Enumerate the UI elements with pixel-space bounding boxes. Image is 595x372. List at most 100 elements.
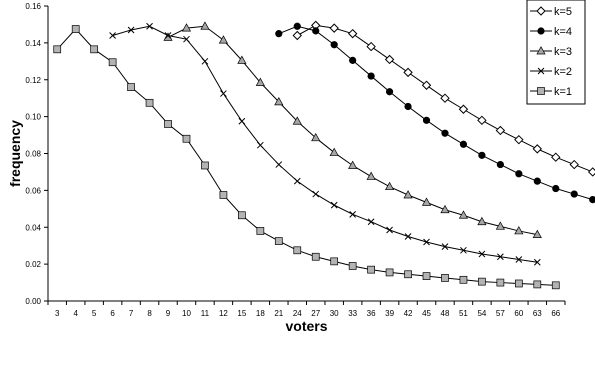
data-point-k-5 [551, 152, 561, 162]
y-tick-label: 0.14 [25, 39, 41, 48]
x-tick-label: 6 [110, 309, 115, 318]
data-point-k-3 [421, 197, 432, 206]
data-point-k-3 [163, 32, 173, 41]
data-point-k-1 [551, 281, 560, 290]
y-tick-label: 0.06 [25, 186, 41, 195]
data-point-k-4 [589, 195, 595, 204]
data-point-k-2 [312, 190, 320, 198]
data-point-k-5 [366, 41, 376, 52]
data-point-k-1 [478, 277, 486, 286]
legend-item-k-5: k=5 [530, 6, 572, 18]
data-point-k-2 [275, 161, 283, 168]
data-point-k-3 [366, 171, 376, 180]
data-point-k-1 [311, 252, 320, 261]
data-point-k-1 [330, 257, 339, 266]
data-point-k-4 [385, 88, 394, 96]
data-point-k-1 [404, 270, 412, 279]
series-k-4 [275, 22, 595, 204]
data-point-k-1 [238, 211, 246, 220]
data-point-k-1 [127, 83, 135, 91]
data-point-k-3 [329, 147, 339, 156]
data-point-k-5 [532, 144, 543, 154]
data-point-k-3 [200, 21, 210, 30]
data-point-k-1 [219, 191, 228, 199]
legend-marker [537, 87, 545, 95]
y-tick-label: 0.16 [25, 2, 41, 11]
legend-label: k=3 [554, 46, 572, 58]
data-point-k-4 [533, 177, 541, 185]
data-point-k-4 [441, 129, 449, 137]
data-point-k-2 [293, 177, 301, 185]
data-point-k-3 [237, 55, 247, 64]
series-k-5 [292, 20, 595, 177]
series-layer [53, 20, 595, 290]
data-point-k-2 [201, 57, 209, 65]
y-tick-label: 0.04 [25, 223, 41, 232]
data-point-k-3 [477, 216, 487, 226]
data-point-k-2 [109, 32, 116, 39]
legend-label: k=1 [554, 86, 572, 98]
series-line-k-2 [112, 25, 538, 263]
y-tick-label: 0.10 [25, 113, 41, 122]
data-point-k-3 [218, 35, 229, 44]
data-point-k-1 [256, 227, 265, 235]
data-point-k-2 [256, 141, 264, 149]
legend-marker [537, 67, 545, 75]
data-point-k-4 [496, 160, 504, 169]
legend-item-k-1: k=1 [530, 86, 572, 98]
legend-marker [537, 27, 545, 35]
data-point-k-5 [514, 134, 524, 145]
x-tick-label: 36 [367, 309, 376, 318]
legend-label: k=4 [554, 26, 572, 38]
data-point-k-1 [533, 280, 542, 289]
x-tick-label: 39 [385, 309, 394, 318]
x-tick-label: 18 [256, 309, 265, 318]
data-point-k-3 [514, 226, 524, 235]
data-point-k-5 [569, 159, 579, 170]
data-point-k-3 [311, 132, 321, 142]
y-tick-label: 0.02 [25, 260, 41, 269]
legend-item-k-2: k=2 [530, 66, 572, 78]
data-point-k-5 [495, 125, 506, 136]
data-point-k-4 [293, 22, 301, 30]
data-point-k-2 [220, 90, 227, 97]
data-point-k-4 [367, 72, 375, 80]
x-axis-title: voters [285, 318, 327, 334]
data-point-k-1 [367, 265, 375, 274]
data-point-k-2 [533, 258, 541, 266]
data-point-k-1 [274, 237, 283, 245]
data-point-k-1 [71, 25, 80, 33]
data-point-k-1 [182, 134, 191, 143]
x-tick-label: 24 [293, 309, 302, 318]
series-k-3 [163, 21, 542, 238]
data-point-k-2 [164, 32, 172, 39]
data-point-k-2 [330, 201, 338, 209]
data-point-k-2 [460, 246, 467, 254]
data-point-k-2 [183, 35, 190, 43]
data-point-k-2 [238, 117, 246, 125]
data-point-k-4 [459, 140, 468, 148]
legend-label: k=2 [554, 66, 572, 78]
data-point-k-4 [552, 184, 560, 193]
series-k-1 [53, 25, 560, 290]
legend-marker [536, 46, 546, 55]
data-point-k-4 [275, 30, 283, 38]
data-point-k-1 [514, 279, 523, 288]
x-tick-label: 15 [237, 309, 246, 318]
chart-axes [47, 6, 565, 302]
data-point-k-4 [404, 102, 412, 111]
data-point-k-2 [146, 22, 153, 30]
data-point-k-5 [458, 104, 469, 114]
legend-label: k=5 [554, 6, 572, 18]
x-tick-group: 3 4 5 6 7 8 9 10 11 12 15 18 21 24 27 30 33 36 39 42 45 48 51 5… [47, 301, 566, 318]
x-tick-label: 7 [129, 309, 134, 318]
x-tick-label: 9 [166, 309, 171, 318]
data-point-k-1 [496, 278, 505, 287]
legend-item-k-3: k=3 [530, 46, 572, 58]
data-point-k-4 [312, 27, 320, 35]
y-tick-label: 0.00 [25, 297, 41, 306]
data-point-k-3 [384, 181, 395, 191]
data-point-k-1 [385, 268, 394, 277]
x-tick-label: 57 [496, 309, 505, 318]
data-point-k-1 [145, 98, 154, 107]
